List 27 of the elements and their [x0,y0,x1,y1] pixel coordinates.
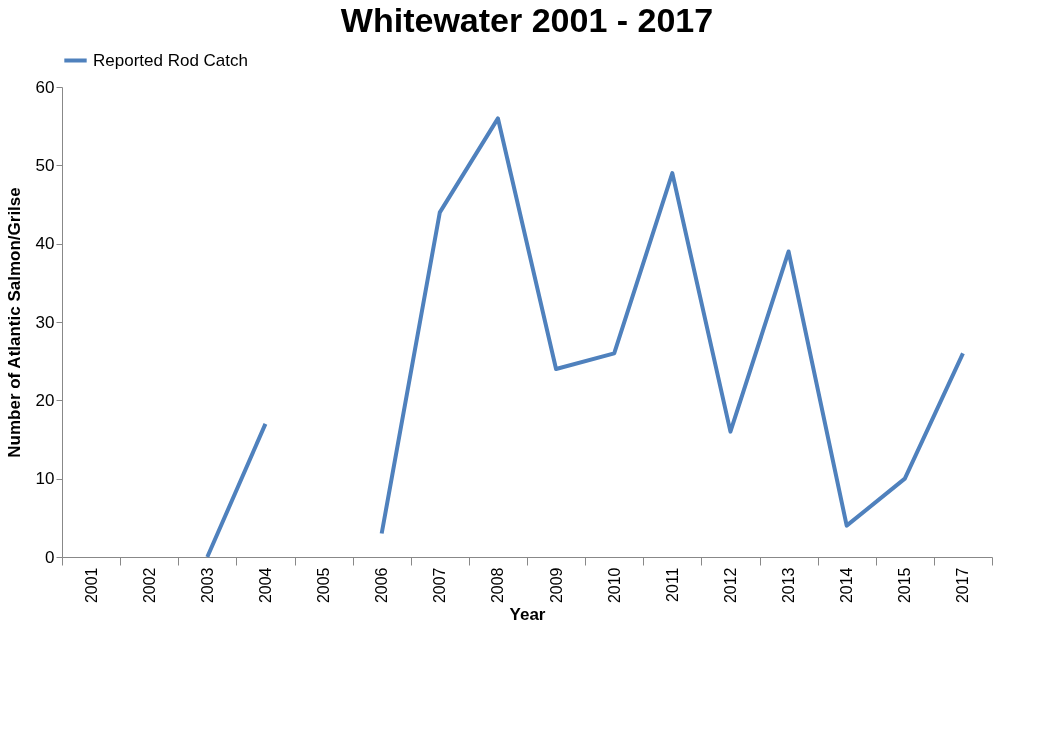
x-tick-label: 2007 [431,567,449,604]
y-axis-title: Number of Atlantic Salmon/Grilse [4,187,24,458]
y-tick-label: 20 [35,390,55,410]
chart-title: Whitewater 2001 - 2017 [340,1,714,39]
y-tick-label: 50 [35,155,55,175]
x-tick-label: 2001 [82,567,100,604]
x-tick-label: 2009 [547,567,565,604]
x-tick-label: 2005 [315,567,333,604]
x-tick-label: 2002 [140,567,158,604]
x-tick-label: 2006 [373,567,391,604]
x-tick-label: 2013 [780,567,798,604]
x-tick-label: 2004 [256,567,274,604]
y-tick-label: 60 [35,77,55,97]
x-axis-title: Year [509,605,546,625]
x-tick-label: 2015 [896,567,914,604]
y-tick-label: 30 [35,312,55,332]
y-tick-label: 40 [35,234,55,254]
x-tick-label: 2003 [198,567,216,604]
x-tick-label: 2014 [838,567,856,604]
x-tick-label: 2017 [954,567,972,604]
y-tick-label: 0 [45,547,55,567]
y-tick-label: 10 [35,469,55,489]
x-tick-label: 2011 [663,567,681,602]
x-tick-label: 2008 [489,567,507,604]
legend-label: Reported Rod Catch [93,50,248,70]
x-tick-label: 2012 [721,567,739,604]
x-tick-label: 2010 [605,567,623,604]
